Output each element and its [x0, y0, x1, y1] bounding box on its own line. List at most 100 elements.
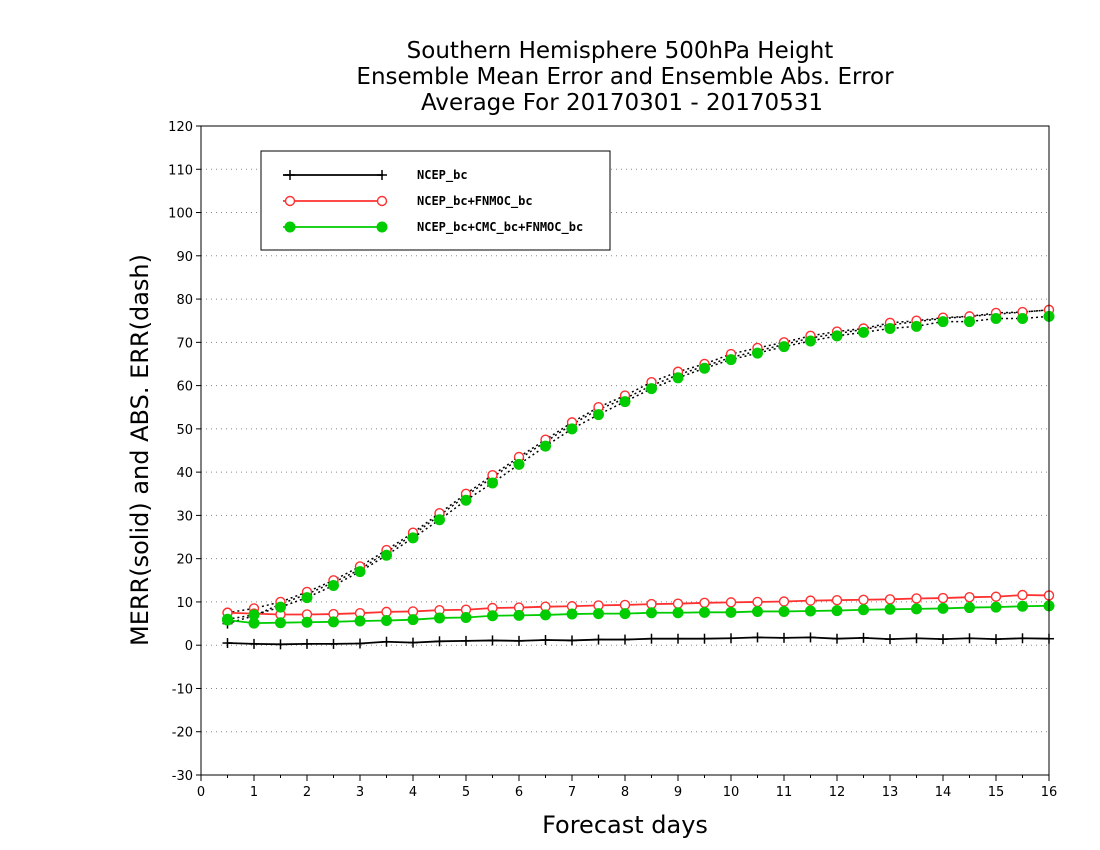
y-tick-label: 60: [176, 380, 193, 395]
abs-err-point: [593, 409, 604, 421]
legend-marker: [285, 170, 295, 180]
merr-point: [381, 636, 392, 647]
abs-err-point: [328, 579, 339, 591]
x-tick-label: 3: [356, 785, 364, 800]
abs-err-point: [778, 341, 790, 353]
x-tick-label: 7: [568, 785, 576, 800]
merr-point: [222, 614, 233, 626]
merr-point: [249, 638, 259, 649]
merr-point: [858, 594, 869, 605]
y-tick-label: 40: [176, 466, 193, 481]
legend-marker: [284, 221, 296, 233]
abs-err-point: [275, 601, 286, 613]
merr-point: [991, 634, 1001, 645]
merr-point: [832, 633, 842, 644]
y-tick-label: 0: [185, 639, 193, 654]
merr-point: [699, 633, 710, 644]
series-2: [222, 310, 1055, 629]
merr-point: [858, 632, 869, 643]
merr-point: [566, 608, 578, 620]
series-1: [222, 304, 1055, 620]
chart-title-line-2: Ensemble Mean Error and Ensemble Abs. Er…: [356, 64, 894, 90]
merr-point: [619, 608, 631, 620]
merr-point: [778, 605, 790, 617]
merr-point: [593, 608, 604, 620]
legend-entry: NCEP_bc+FNMOC_bc: [283, 194, 533, 209]
merr-point: [911, 633, 922, 644]
y-tick-label: -30: [172, 769, 193, 784]
y-tick-label: 80: [176, 293, 193, 308]
merr-point: [752, 596, 763, 608]
merr-point: [222, 638, 233, 649]
x-tick-label: 4: [409, 785, 417, 800]
abs-err-point: [725, 354, 737, 366]
y-tick-label: 110: [168, 163, 193, 178]
x-tick-label: 11: [776, 785, 793, 800]
merr-point: [301, 616, 313, 628]
merr-point: [699, 606, 710, 618]
merr-point: [725, 606, 737, 618]
abs-err-point: [513, 458, 525, 470]
abs-err-point: [487, 477, 498, 489]
abs-err-line: [227, 315, 1050, 620]
abs-err-point: [407, 532, 419, 544]
merr-point: [937, 592, 949, 604]
merr-point: [831, 605, 843, 617]
y-tick-label: -20: [172, 726, 193, 741]
y-tick-label: 30: [176, 509, 193, 524]
y-tick-label: 100: [168, 207, 193, 222]
x-axis-label: Forecast days: [542, 811, 708, 839]
y-axis-label: MERR(solid) and ABS. ERR(dash): [126, 254, 154, 646]
merr-point: [911, 593, 922, 604]
merr-point: [540, 609, 551, 621]
legend-marker: [284, 195, 296, 207]
merr-point: [831, 595, 843, 606]
merr-point: [487, 610, 498, 622]
legend-marker: [377, 170, 387, 180]
merr-point: [248, 617, 260, 629]
merr-point: [752, 605, 763, 617]
merr-point: [646, 607, 657, 619]
merr-point: [461, 635, 471, 646]
abs-err-point: [699, 362, 710, 374]
merr-point: [514, 635, 524, 646]
y-tick-label: 70: [176, 336, 193, 351]
chart-title-line-3: Average For 20170301 - 20170531: [421, 90, 823, 116]
merr-point: [407, 614, 419, 626]
plot-area: [222, 304, 1055, 650]
merr-point: [990, 591, 1002, 602]
x-tick-label: 9: [674, 785, 682, 800]
merr-point: [911, 603, 922, 615]
legend: NCEP_bc NCEP_bc+FNMOC_bc NCEP_bc+CMC_bc+FN…: [260, 150, 611, 251]
abs-err-point: [937, 316, 949, 328]
abs-err-point: [964, 316, 975, 328]
chart-title: Southern Hemisphere 500hPa Height Ensemb…: [356, 38, 894, 116]
y-tick-label: 20: [176, 553, 193, 568]
legend-marker: [376, 195, 388, 207]
merr-point: [964, 591, 975, 603]
merr-line: [227, 594, 1050, 616]
merr-point: [885, 634, 895, 645]
merr-point: [328, 616, 339, 628]
merr-point: [434, 636, 445, 647]
abs-err-point: [301, 592, 313, 604]
merr-point: [302, 638, 312, 649]
x-tick-label: 6: [515, 785, 523, 800]
merr-point: [673, 633, 683, 644]
merr-point: [672, 607, 684, 619]
abs-err-point: [566, 423, 578, 435]
legend-label: NCEP_bc: [417, 168, 468, 183]
y-tick-label: -10: [172, 682, 193, 697]
abs-err-point: [434, 514, 445, 526]
merr-point: [964, 633, 975, 644]
abs-err-point: [619, 396, 631, 408]
abs-err-point: [646, 383, 657, 395]
abs-err-point: [884, 322, 896, 334]
merr-point: [778, 596, 790, 607]
merr-point: [593, 634, 604, 645]
x-tick-label: 2: [303, 785, 311, 800]
merr-point: [805, 595, 816, 606]
abs-err-line: [227, 309, 1050, 614]
merr-point: [990, 601, 1002, 613]
